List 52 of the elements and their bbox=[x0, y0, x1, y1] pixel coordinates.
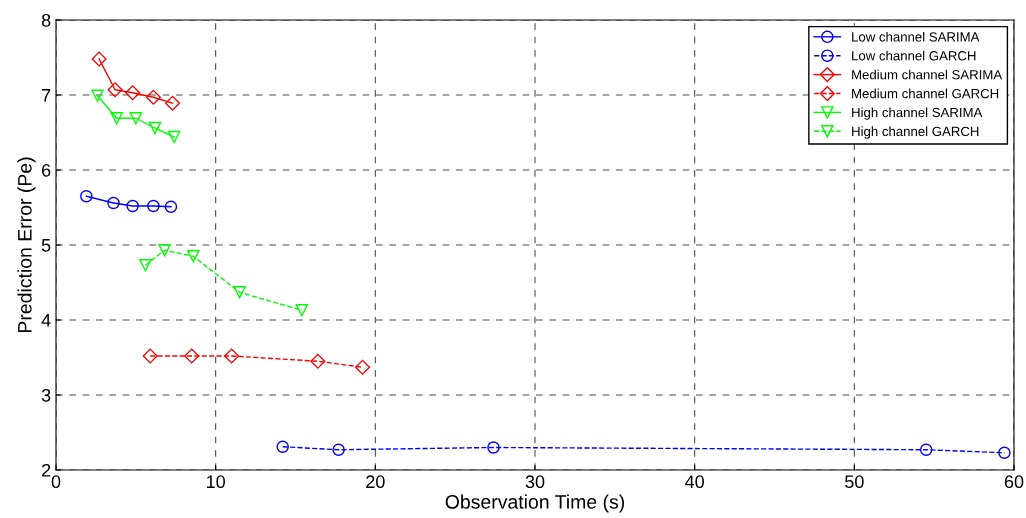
point bbox=[148, 121, 162, 135]
legend-label: Medium channel SARIMA bbox=[852, 69, 1003, 80]
point bbox=[224, 348, 240, 364]
point bbox=[164, 200, 178, 214]
point bbox=[310, 353, 326, 369]
point bbox=[158, 243, 171, 257]
y-tick-label: 7 bbox=[42, 89, 51, 102]
point bbox=[142, 348, 158, 364]
point bbox=[332, 443, 345, 457]
point bbox=[107, 82, 123, 98]
point bbox=[110, 111, 123, 125]
y-tick-label: 8 bbox=[41, 13, 51, 27]
x-tick-label: 40 bbox=[685, 475, 704, 489]
point bbox=[998, 446, 1011, 460]
point bbox=[295, 303, 309, 317]
point bbox=[129, 111, 143, 125]
point bbox=[233, 285, 246, 299]
point bbox=[167, 130, 181, 144]
x-tick-label: 50 bbox=[845, 475, 864, 489]
x-tick-label: 0 bbox=[51, 475, 61, 489]
point bbox=[80, 189, 93, 203]
legend-label: Medium channel GARCH bbox=[852, 88, 999, 99]
point bbox=[91, 89, 104, 103]
point bbox=[276, 440, 289, 454]
legend-label: Low channel GARCH bbox=[852, 50, 976, 61]
point bbox=[354, 359, 371, 375]
point bbox=[187, 249, 200, 263]
x-axis-title: Observation Time (s) bbox=[445, 494, 625, 513]
point bbox=[125, 85, 141, 101]
legend-label: High channel SARIMA bbox=[852, 107, 983, 120]
point bbox=[184, 348, 200, 364]
x-tick-label: 10 bbox=[207, 475, 225, 489]
y-tick-label: 4 bbox=[41, 314, 51, 327]
point bbox=[164, 95, 181, 111]
point bbox=[107, 196, 120, 210]
y-tick-label: 2 bbox=[42, 463, 51, 477]
x-tick-label: 30 bbox=[525, 475, 545, 489]
point bbox=[91, 51, 107, 67]
point bbox=[919, 443, 933, 457]
point bbox=[139, 258, 152, 272]
point bbox=[126, 199, 139, 213]
y-tick-label: 6 bbox=[42, 163, 51, 177]
y-tick-label: 3 bbox=[41, 388, 51, 402]
y-axis-title: Prediction Error (Pe) bbox=[17, 157, 36, 333]
point bbox=[145, 89, 161, 105]
x-tick-label: 20 bbox=[366, 475, 385, 489]
point bbox=[147, 199, 160, 213]
legend-label: Low channel SARIMA bbox=[852, 31, 980, 42]
x-tick-label: 60 bbox=[1004, 475, 1024, 489]
point bbox=[487, 441, 500, 454]
y-tick-label: 5 bbox=[41, 239, 51, 252]
legend-label: High channel GARCH bbox=[852, 126, 979, 139]
